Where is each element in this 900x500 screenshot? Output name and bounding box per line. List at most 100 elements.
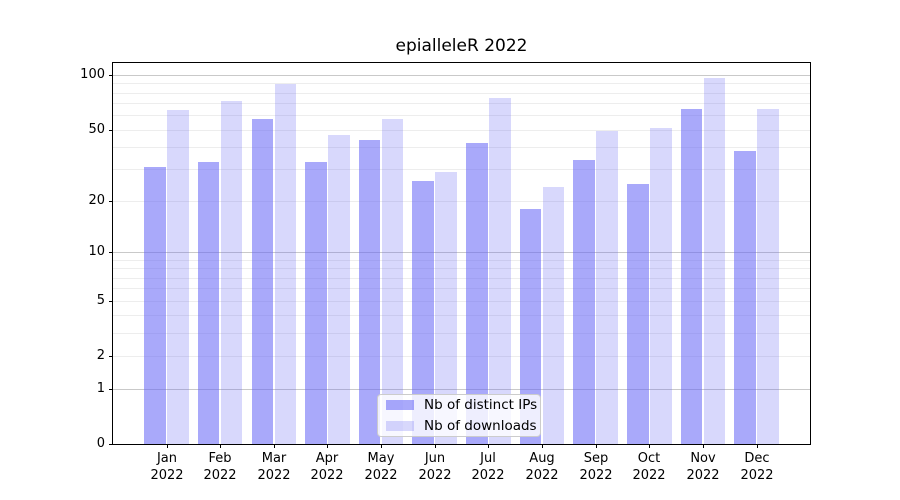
gridline-minor-6 — [113, 288, 810, 289]
bar-distinct-ips-apr — [305, 162, 327, 444]
legend-swatch-distinct-ips — [386, 400, 414, 410]
x-label-month: Sep — [583, 451, 609, 466]
bar-distinct-ips-jun — [412, 180, 434, 444]
x-tick-jan — [167, 444, 168, 448]
y-tick-5 — [109, 301, 113, 302]
bar-downloads-nov — [703, 78, 726, 444]
x-label-month: Jan — [156, 451, 178, 466]
gridline-minor-30 — [113, 169, 810, 170]
x-tick-jul — [488, 444, 489, 448]
x-label-year: 2022 — [150, 468, 184, 483]
bar-distinct-ips-nov — [680, 109, 703, 444]
legend-item-distinct-ips: Nb of distinct IPs — [386, 397, 540, 413]
gridline-minor-90 — [113, 83, 810, 84]
x-label-year: 2022 — [364, 468, 398, 483]
gridline-minor-4 — [113, 315, 810, 316]
legend: Nb of distinct IPs Nb of downloads — [377, 394, 541, 437]
gridline-minor-40 — [113, 147, 810, 148]
x-label-year: 2022 — [632, 468, 666, 483]
y-tick-50 — [109, 130, 113, 131]
x-tick-label-oct: Oct 2022 — [621, 450, 677, 484]
x-tick-oct — [649, 444, 650, 448]
bar-downloads-jan — [167, 110, 189, 444]
gridline-minor-50 — [113, 130, 810, 131]
x-label-month: Aug — [529, 451, 555, 466]
bar-downloads-aug — [542, 186, 565, 444]
x-label-year: 2022 — [740, 468, 774, 483]
x-tick-label-apr: Apr 2022 — [299, 450, 355, 484]
x-label-year: 2022 — [686, 468, 720, 483]
gridline-major-100 — [113, 75, 810, 76]
gridline-minor-80 — [113, 93, 810, 94]
bar-distinct-ips-jul — [466, 143, 488, 444]
x-tick-may — [381, 444, 382, 448]
x-tick-label-sep: Sep 2022 — [568, 450, 624, 484]
x-label-year: 2022 — [525, 468, 559, 483]
x-tick-nov — [703, 444, 704, 448]
bar-downloads-oct — [650, 128, 672, 444]
y-tick-10 — [109, 252, 113, 253]
x-label-year: 2022 — [257, 468, 291, 483]
y-tick-0 — [109, 444, 113, 445]
x-label-month: Oct — [637, 451, 661, 466]
gridline-minor-3 — [113, 333, 810, 334]
y-tick-1 — [109, 389, 113, 390]
x-tick-label-jan: Jan 2022 — [139, 450, 195, 484]
gridline-minor-5 — [113, 301, 810, 302]
x-tick-aug — [542, 444, 543, 448]
gridline-minor-2 — [113, 356, 810, 357]
x-label-month: Apr — [315, 451, 339, 466]
gridline-minor-70 — [113, 103, 810, 104]
y-tick-label-50: 50 — [88, 122, 105, 137]
y-tick-label-20: 20 — [88, 193, 105, 208]
x-label-month: Jun — [424, 451, 446, 466]
bar-distinct-ips-aug — [519, 208, 542, 444]
x-tick-sep — [596, 444, 597, 448]
gridline-major-1 — [113, 389, 810, 390]
legend-label-distinct-ips: Nb of distinct IPs — [424, 397, 538, 413]
x-tick-dec — [757, 444, 758, 448]
bar-downloads-apr — [328, 134, 350, 444]
x-tick-label-jul: Jul 2022 — [460, 450, 516, 484]
x-label-month: Nov — [690, 451, 716, 466]
bar-distinct-ips-feb — [197, 162, 220, 444]
y-tick-label-10: 10 — [88, 244, 105, 259]
x-label-month: May — [367, 451, 395, 466]
x-label-month: Mar — [261, 451, 287, 466]
x-tick-label-mar: Mar 2022 — [246, 450, 302, 484]
x-tick-apr — [327, 444, 328, 448]
x-tick-label-feb: Feb 2022 — [192, 450, 248, 484]
bar-distinct-ips-may — [358, 139, 381, 444]
y-tick-100 — [109, 75, 113, 76]
x-label-year: 2022 — [418, 468, 452, 483]
x-tick-feb — [220, 444, 221, 448]
y-tick-label-2: 2 — [96, 348, 105, 363]
x-label-year: 2022 — [310, 468, 344, 483]
x-label-year: 2022 — [471, 468, 505, 483]
legend-label-downloads: Nb of downloads — [424, 418, 537, 434]
bar-downloads-jul — [489, 97, 511, 444]
y-tick-label-0: 0 — [96, 436, 105, 451]
gridline-major-10 — [113, 252, 810, 253]
bar-downloads-feb — [220, 101, 243, 444]
y-tick-label-5: 5 — [96, 293, 105, 308]
gridline-minor-7 — [113, 278, 810, 279]
bar-downloads-dec — [757, 109, 779, 444]
bar-downloads-mar — [274, 84, 296, 444]
y-tick-2 — [109, 356, 113, 357]
x-label-year: 2022 — [579, 468, 613, 483]
gridline-minor-8 — [113, 268, 810, 269]
legend-swatch-downloads — [386, 421, 414, 431]
x-label-month: Feb — [208, 451, 232, 466]
y-tick-label-1: 1 — [96, 381, 105, 396]
x-tick-label-may: May 2022 — [353, 450, 409, 484]
legend-item-downloads: Nb of downloads — [386, 418, 540, 434]
bar-distinct-ips-mar — [251, 119, 273, 444]
x-tick-label-jun: Jun 2022 — [407, 450, 463, 484]
x-label-month: Jul — [480, 451, 496, 466]
y-tick-20 — [109, 201, 113, 202]
x-tick-mar — [274, 444, 275, 448]
bar-downloads-jun — [435, 172, 457, 444]
gridline-minor-20 — [113, 201, 810, 202]
y-tick-label-100: 100 — [80, 67, 105, 82]
